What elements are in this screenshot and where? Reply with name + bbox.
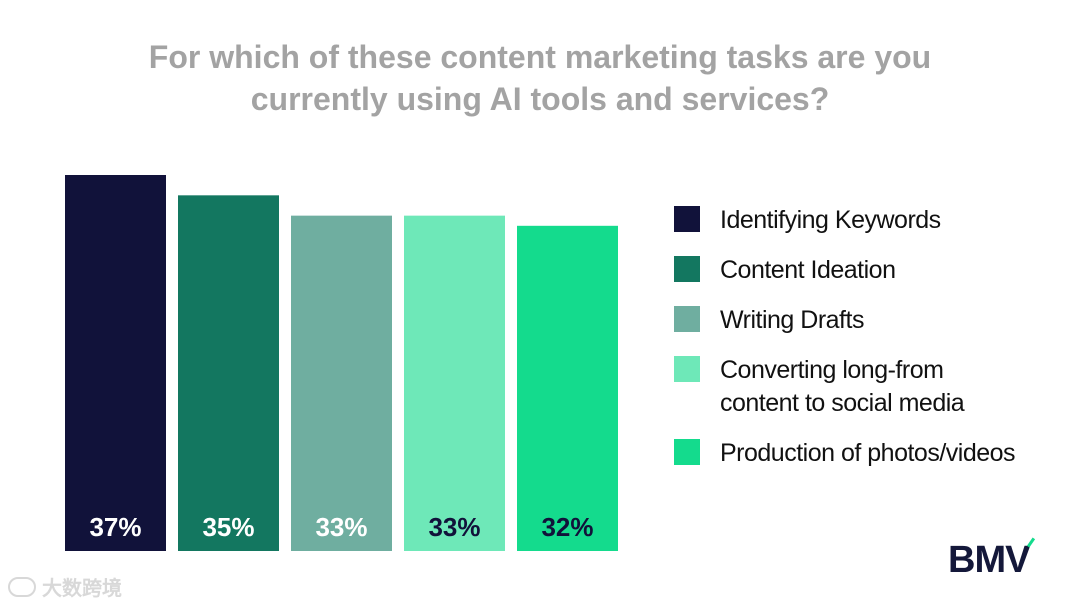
legend-label: Identifying Keywords: [720, 206, 941, 234]
bar-value-label: 37%: [89, 512, 141, 542]
legend-label: Converting long-from content to social m…: [720, 356, 965, 417]
bar-chart: 37% 35% 33% 33% 32%: [65, 175, 618, 552]
bar-value-label: 33%: [428, 512, 480, 542]
watermark-text: 大数跨境: [42, 578, 122, 600]
chart-legend: Identifying Keywords Content Ideation Wr…: [674, 204, 1074, 487]
legend-item-content-ideation: Content Ideation: [674, 254, 1074, 287]
bar-identifying-keywords: [65, 175, 166, 551]
chart-title-line-2: currently using AI tools and services?: [250, 81, 830, 117]
bar-value-label: 33%: [315, 512, 367, 542]
bar-production-of-photos-videos: [517, 225, 618, 552]
bar-writing-drafts: [291, 215, 392, 551]
legend-item-converting-content: Converting long-from content to social m…: [674, 354, 1074, 420]
bar-value-label: 32%: [541, 512, 593, 542]
legend-item-writing-drafts: Writing Drafts: [674, 304, 1074, 337]
chart-title-line-1: For which of these content marketing tas…: [148, 39, 932, 75]
legend-swatch: [674, 256, 700, 282]
legend-swatch: [674, 439, 700, 465]
legend-label: Writing Drafts: [720, 306, 864, 334]
legend-item-production-photos-videos: Production of photos/videos: [674, 437, 1074, 470]
watermark: 大数跨境: [8, 572, 122, 601]
legend-label: Content Ideation: [720, 256, 896, 284]
legend-item-identifying-keywords: Identifying Keywords: [674, 204, 1074, 237]
bar-value-label: 35%: [202, 512, 254, 542]
bmv-logo: BMV: [948, 537, 1036, 582]
legend-label: Production of photos/videos: [720, 439, 1016, 467]
bar-content-ideation: [178, 195, 279, 551]
legend-swatch: [674, 206, 700, 232]
legend-swatch: [674, 306, 700, 332]
bar-converting-long-from-content-to-social-media: [404, 215, 505, 551]
bird-logo-icon: [8, 576, 36, 597]
chart-title: For which of these content marketing tas…: [60, 36, 1020, 120]
legend-swatch: [674, 356, 700, 382]
logo-text: BMV: [948, 539, 1030, 581]
